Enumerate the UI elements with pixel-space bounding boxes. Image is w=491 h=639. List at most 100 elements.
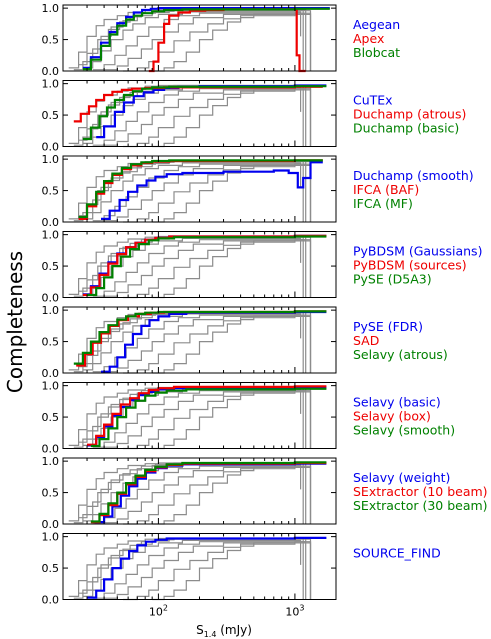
- panel-7: 0.0 0.5 1.0 Selavy (weight)SExtractor (10 b…: [42, 455, 488, 531]
- legend-entry: IFCA (MF): [353, 196, 413, 211]
- grey-curve-3: [82, 11, 302, 69]
- legend-entry: Selavy (atrous): [353, 347, 448, 362]
- y-tick-label: 0.0: [42, 292, 60, 305]
- grey-curve-7: [152, 542, 295, 601]
- y-tick-label: 1.0: [42, 229, 60, 242]
- series-line-4-3: [87, 235, 327, 297]
- grey-curve-6: [123, 466, 312, 525]
- y-tick-label: 1.0: [42, 531, 60, 544]
- legend-entry: Selavy (weight): [353, 470, 450, 485]
- y-tick-label: 0.0: [42, 65, 60, 78]
- panel-3: 0.0 0.5 1.0 Duchamp (smooth)IFCA (BAF)IFCA …: [42, 153, 474, 229]
- y-tick-label: 0.0: [42, 216, 60, 229]
- grey-curve-3: [82, 313, 302, 371]
- legend-entry: SAD: [353, 333, 379, 348]
- x-tick-label: 102: [149, 604, 168, 619]
- series-line-1-3: [82, 7, 330, 71]
- grey-curve-7: [152, 315, 295, 374]
- y-tick-label: 1.0: [42, 153, 60, 166]
- legend-entry: IFCA (BAF): [353, 182, 419, 197]
- series-line-8-1: [87, 536, 327, 599]
- y-tick-label: 0.5: [42, 34, 60, 47]
- legend-entry: Duchamp (atrous): [353, 107, 466, 122]
- legend-entry: Selavy (basic): [353, 395, 441, 410]
- series-line-6-3: [90, 387, 327, 448]
- x-axis-label: S1.4 (mJy): [196, 623, 252, 639]
- legend-entry: PyBDSM (Gaussians): [353, 244, 482, 259]
- grey-curve-3: [82, 539, 302, 597]
- legend-entry: Selavy (smooth): [353, 423, 455, 438]
- y-tick-label: 0.5: [42, 109, 60, 122]
- grey-curve-6: [123, 315, 312, 374]
- y-tick-label: 0.5: [42, 336, 60, 349]
- y-tick-label: 0.0: [42, 443, 60, 456]
- grey-curve-3: [82, 237, 302, 295]
- series-line-3-1: [101, 161, 323, 220]
- grey-curve-6: [123, 542, 312, 601]
- grey-curve-4: [92, 541, 306, 599]
- grey-curve-7: [152, 164, 295, 223]
- grey-curve-4: [92, 390, 306, 448]
- grey-curve-4: [92, 88, 306, 146]
- panel-6: 0.0 0.5 1.0 Selavy (basic)Selavy (box)Selav…: [42, 380, 456, 456]
- panel-8: 0.0 0.5 1.0 SOURCE_FIND: [42, 531, 441, 607]
- grey-curve-5: [104, 314, 312, 373]
- y-tick-label: 1.0: [42, 380, 60, 393]
- grey-curve-6: [123, 240, 312, 299]
- y-tick-label: 1.0: [42, 304, 60, 317]
- grey-curve-6: [123, 13, 312, 72]
- grey-curve-7: [152, 89, 295, 148]
- grey-curve-5: [104, 88, 312, 147]
- grey-curve-3: [82, 162, 302, 220]
- grey-curve-3: [82, 388, 302, 446]
- grey-curve-6: [123, 391, 312, 450]
- y-tick-label: 0.0: [42, 367, 60, 380]
- grey-curve-7: [152, 391, 295, 450]
- grey-curve-4: [92, 12, 306, 71]
- x-axis-label-subscript: 1.4: [204, 630, 217, 639]
- legend-entry: Apex: [353, 31, 384, 46]
- grey-curve-4: [92, 465, 306, 524]
- legend-entry: PySE (D5A3): [353, 272, 432, 287]
- series-line-5-1: [101, 310, 327, 373]
- legend-entry: Aegean: [353, 17, 400, 32]
- grey-curve-5: [104, 12, 312, 71]
- y-tick-label: 0.0: [42, 518, 60, 531]
- grey-curve-4: [92, 163, 306, 222]
- grey-curve-4: [92, 239, 306, 297]
- legend-entry: SExtractor (10 beam): [353, 484, 488, 499]
- series-line-4-2: [82, 234, 327, 297]
- x-axis-label-unit: (mJy): [216, 623, 252, 637]
- legend-entry: Selavy (box): [353, 409, 431, 424]
- series-line-7-3: [90, 461, 327, 523]
- legend-entry: SExtractor (30 beam): [353, 498, 488, 513]
- y-tick-label: 0.5: [42, 411, 60, 424]
- legend-entry: Duchamp (smooth): [353, 168, 474, 183]
- y-tick-label: 1.0: [42, 2, 60, 15]
- x-axis-label-main: S: [196, 623, 204, 637]
- legend-entry: SOURCE_FIND: [353, 546, 441, 561]
- legend-entry: PyBDSM (sources): [353, 258, 467, 273]
- grey-curve-3: [82, 464, 302, 522]
- panel-4: 0.0 0.5 1.0 PyBDSM (Gaussians)PyBDSM (sourc…: [42, 229, 483, 305]
- series-line-6-2: [87, 385, 327, 446]
- grey-curve-6: [123, 164, 312, 223]
- y-tick-label: 1.0: [42, 455, 60, 468]
- y-tick-label: 0.5: [42, 562, 60, 575]
- legend-entry: CuTEx: [353, 93, 393, 108]
- series-line-1-2: [148, 8, 306, 73]
- grey-curve-7: [152, 466, 295, 525]
- grey-curve-6: [123, 89, 312, 148]
- y-tick-label: 0.5: [42, 260, 60, 273]
- legend-entry: Duchamp (basic): [353, 121, 459, 136]
- legend-entry: PySE (FDR): [353, 319, 423, 334]
- x-tick-label: 103: [285, 604, 304, 619]
- y-tick-label: 0.5: [42, 487, 60, 500]
- grey-curve-7: [152, 240, 295, 299]
- legend-entry: Blobcat: [353, 45, 400, 60]
- y-axis-label: Completeness: [3, 251, 27, 393]
